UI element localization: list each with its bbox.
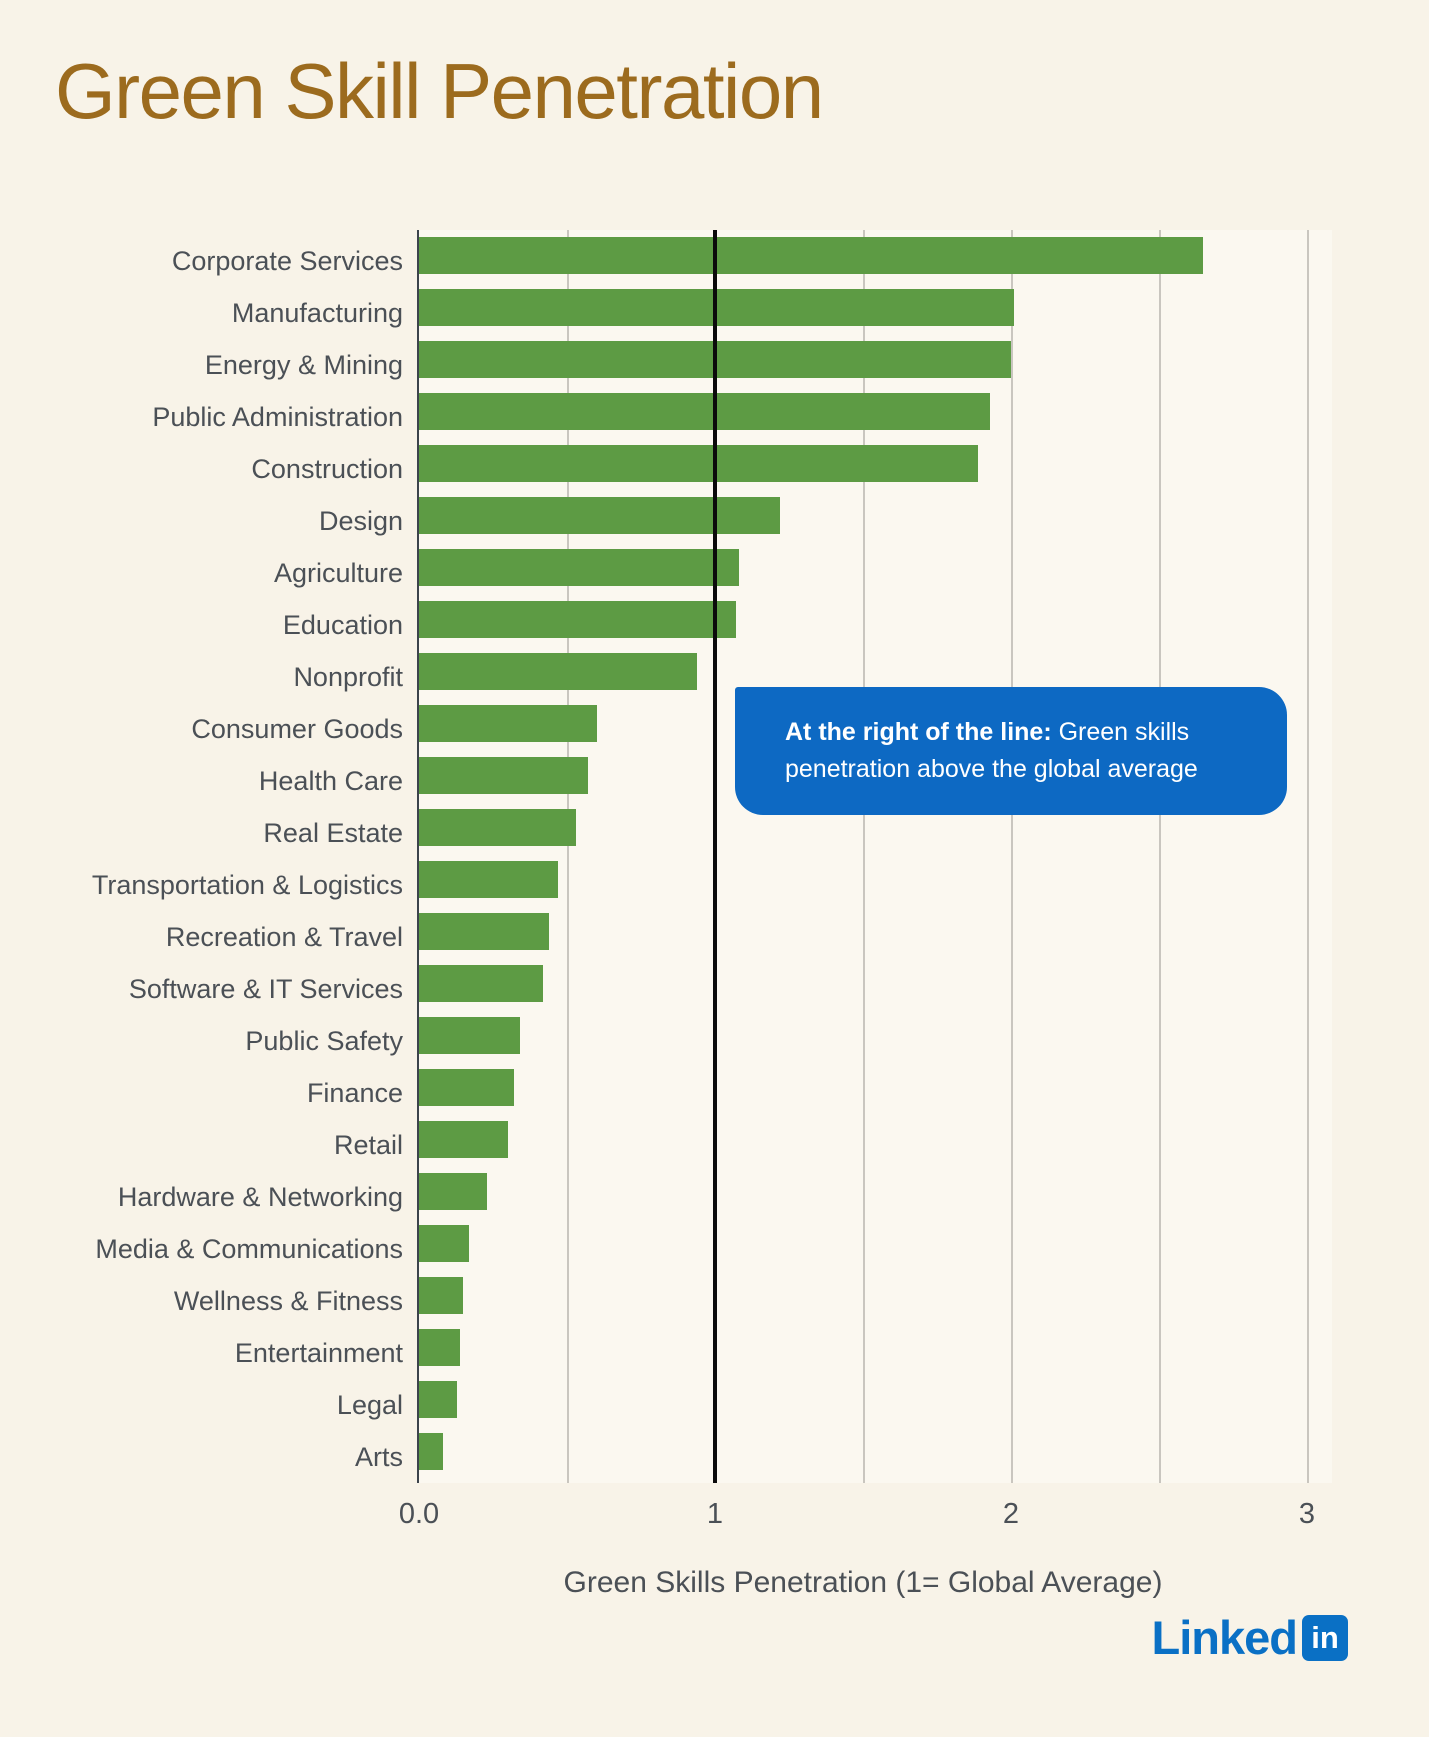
x-axis-title: Green Skills Penetration (1= Global Aver…	[563, 1566, 1163, 1599]
y-axis-label: Real Estate	[263, 818, 403, 848]
y-axis-label: Legal	[336, 1390, 403, 1420]
y-axis-label: Hardware & Networking	[117, 1182, 403, 1212]
page-title: Green Skill Penetration	[55, 47, 824, 135]
y-axis-label: Manufacturing	[231, 298, 403, 328]
bar-health-care	[419, 757, 588, 794]
y-axis-label: Education	[282, 610, 403, 640]
callout-bold-text: At the right of the line:	[785, 718, 1052, 746]
bar-construction	[419, 445, 978, 482]
bar-corporate-services	[419, 237, 1203, 274]
y-axis-label: Wellness & Fitness	[173, 1286, 403, 1316]
x-tick-label: 3	[1298, 1498, 1316, 1530]
y-axis-label: Health Care	[258, 766, 403, 796]
linkedin-wordmark: Linked	[1151, 1611, 1298, 1664]
gridline	[1011, 230, 1013, 1483]
x-tick-label: 0.0	[398, 1498, 440, 1530]
callout-regular-text: Green skills penetration above the globa…	[785, 718, 1198, 783]
bar-legal	[419, 1381, 457, 1418]
bar-design	[419, 497, 780, 534]
gridline	[1307, 230, 1309, 1483]
bar-transportation-logistics	[419, 861, 558, 898]
gridline	[1159, 230, 1161, 1483]
global-average-reference-line	[713, 230, 717, 1483]
bar-finance	[419, 1069, 514, 1106]
plot-area	[417, 230, 1332, 1483]
bar-entertainment	[419, 1329, 460, 1366]
bar-consumer-goods	[419, 705, 597, 742]
gridline	[567, 230, 569, 1483]
x-tick-label: 2	[1002, 1498, 1020, 1530]
x-tick-label: 1	[706, 1498, 724, 1530]
y-axis-label: Agriculture	[273, 558, 403, 588]
y-axis-label: Media & Communications	[95, 1234, 403, 1264]
callout-box: At the right of the line: Green skills p…	[735, 687, 1287, 815]
y-axis-label: Public Safety	[245, 1026, 403, 1056]
linkedin-logo: Linked in	[1152, 1610, 1348, 1665]
bar-media-communications	[419, 1225, 469, 1262]
y-axis-label: Public Administration	[152, 402, 403, 432]
y-axis-label: Transportation & Logistics	[91, 870, 403, 900]
bar-public-safety	[419, 1017, 520, 1054]
y-axis-label: Finance	[306, 1078, 403, 1108]
bar-real-estate	[419, 809, 576, 846]
y-axis-label: Corporate Services	[171, 246, 403, 276]
y-axis-label: Design	[318, 506, 403, 536]
y-axis-label: Entertainment	[234, 1338, 403, 1368]
y-axis-label: Retail	[333, 1130, 403, 1160]
y-axis-label: Energy & Mining	[204, 350, 403, 380]
bar-nonprofit	[419, 653, 697, 690]
bar-public-administration	[419, 393, 990, 430]
y-axis-label: Software & IT Services	[128, 974, 403, 1004]
bar-education	[419, 601, 736, 638]
bar-agriculture	[419, 549, 739, 586]
y-axis-label: Construction	[251, 454, 403, 484]
bar-recreation-travel	[419, 913, 549, 950]
callout-text: At the right of the line: Green skills p…	[785, 714, 1277, 788]
bar-arts	[419, 1433, 443, 1470]
bar-hardware-networking	[419, 1173, 487, 1210]
y-axis-label: Consumer Goods	[191, 714, 403, 744]
gridline	[863, 230, 865, 1483]
y-axis-label: Arts	[354, 1442, 403, 1472]
bar-wellness-fitness	[419, 1277, 463, 1314]
linkedin-in-icon: in	[1302, 1614, 1348, 1661]
y-axis-label: Nonprofit	[293, 662, 403, 692]
bar-software-it-services	[419, 965, 543, 1002]
bar-retail	[419, 1121, 508, 1158]
y-axis-label: Recreation & Travel	[165, 922, 403, 952]
